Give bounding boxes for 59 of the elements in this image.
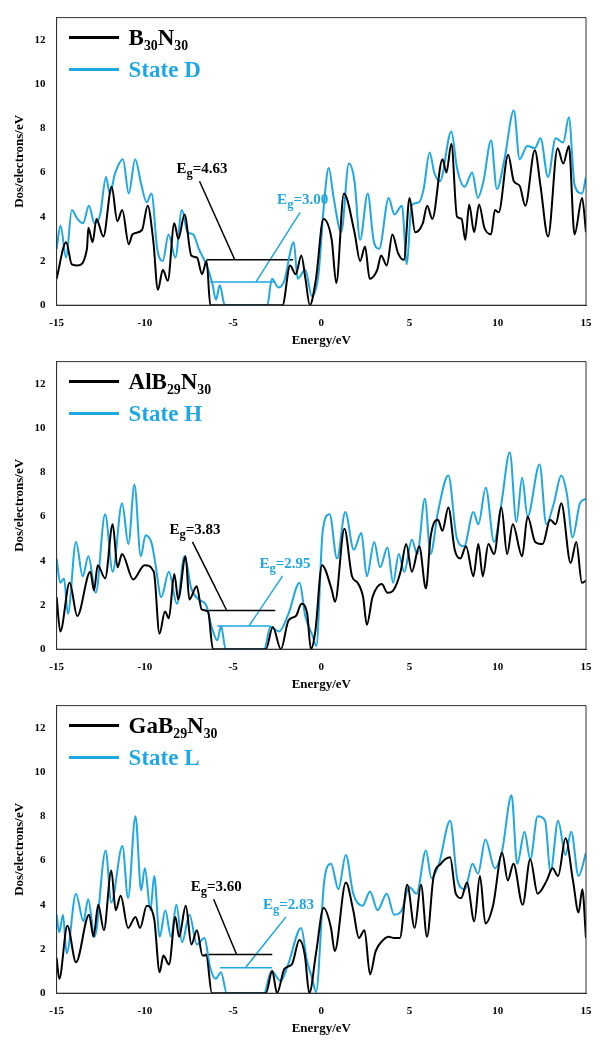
y-tick-label: 4 [40,209,47,222]
annotation: E$_{g}$=2.95 [259,555,311,577]
y-tick-label: 0 [40,298,47,311]
y-tick-label: 0 [40,642,47,655]
legend-label: State L [128,743,200,772]
y-tick-label: 8 [40,465,47,478]
x-tick-label: 15 [580,315,592,328]
legend-label: B₃₀N₃₀ [128,23,189,52]
y-tick-label: 6 [40,853,47,866]
y-tick-label: 6 [40,165,47,178]
annotation: E$_{g}$=2.83 [263,895,315,917]
y-tick-label: 4 [40,553,47,566]
annotation: E$_{g}$=3.60 [190,878,242,900]
x-tick-label: -15 [49,659,65,672]
legend-label: AlB₂₉N₃₀ [128,367,212,396]
y-tick-label: 12 [34,376,47,389]
x-tick-label: 0 [318,1003,325,1016]
x-tick-label: 0 [318,315,325,328]
y-tick-label: 10 [34,420,47,433]
x-tick-label: -10 [137,315,153,328]
x-tick-label: 10 [492,659,504,672]
y-tick-label: 8 [40,121,47,134]
legend-label: State D [128,55,201,84]
y-axis-title: Dos/electrons/eV [11,114,27,208]
x-tick-label: 10 [492,315,504,328]
x-tick-label: 0 [318,659,325,672]
y-tick-label: 0 [40,986,47,999]
legend-label: GaB₂₉N₃₀ [128,711,218,740]
x-tick-label: -5 [228,1003,239,1016]
x-tick-label: -15 [49,1003,65,1016]
y-tick-label: 2 [40,597,47,610]
x-axis-title: Energy/eV [291,331,352,347]
y-tick-label: 2 [40,253,47,266]
y-tick-label: 4 [40,897,47,910]
y-tick-label: 12 [34,720,47,733]
x-tick-label: 5 [406,315,413,328]
x-axis-title: Energy/eV [291,675,352,691]
x-tick-label: 5 [406,1003,413,1016]
y-tick-label: 10 [34,76,47,89]
x-tick-label: -5 [228,315,239,328]
annotation: E$_{g}$=4.63 [176,160,228,182]
y-tick-label: 2 [40,941,47,954]
x-tick-label: 15 [580,659,592,672]
y-axis-title: Dos/electrons/eV [11,458,27,552]
x-tick-label: 5 [406,659,413,672]
x-tick-label: -5 [228,659,239,672]
x-tick-label: -10 [137,1003,153,1016]
y-tick-label: 12 [34,32,47,45]
x-tick-label: -10 [137,659,153,672]
y-tick-label: 8 [40,809,47,822]
annotation: E$_{g}$=3.83 [169,520,221,542]
y-axis-title: Dos/electrons/eV [11,802,27,896]
x-axis-title: Energy/eV [291,1019,352,1035]
legend-label: State H [128,399,203,428]
y-tick-label: 10 [34,764,47,777]
x-tick-label: -15 [49,315,65,328]
x-tick-label: 15 [580,1003,592,1016]
x-tick-label: 10 [492,1003,504,1016]
y-tick-label: 6 [40,509,47,522]
